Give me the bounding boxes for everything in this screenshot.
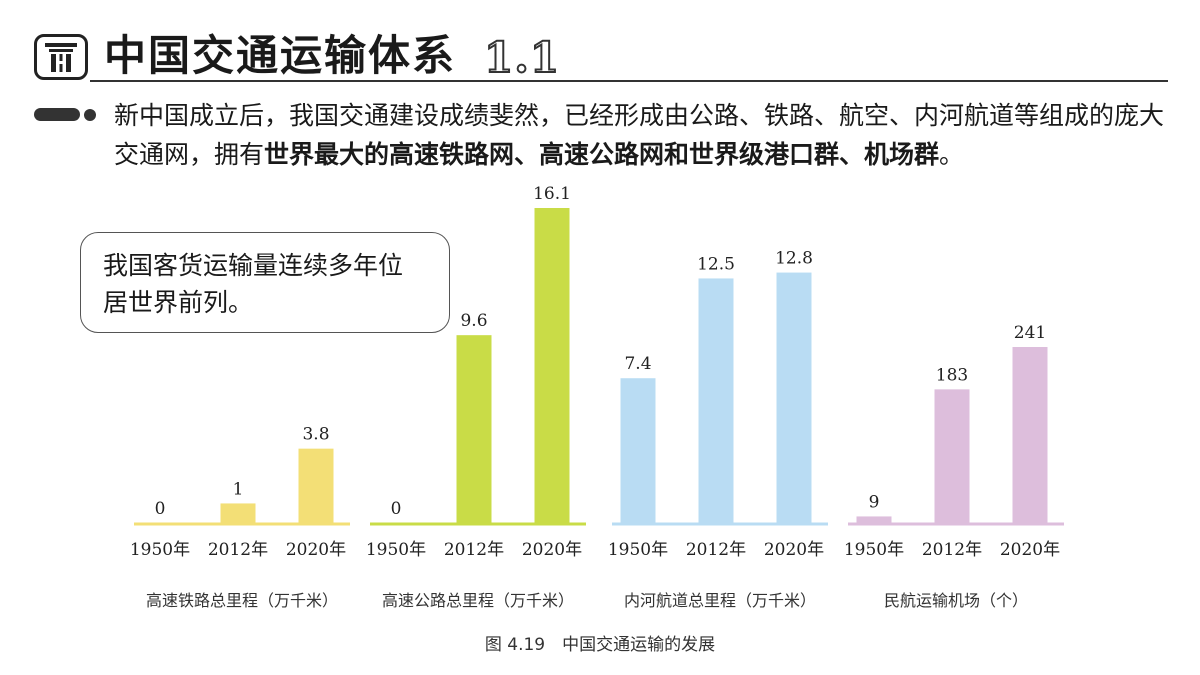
bullet-pill-icon (34, 108, 80, 121)
chart-tick-label: 2020年 (522, 540, 582, 560)
chart-tick-label: 1950年 (608, 540, 668, 560)
chart-bar (220, 503, 256, 523)
chart-bar (698, 278, 734, 523)
chart-data-label: 183 (936, 365, 968, 385)
chart-tick-label: 2012年 (686, 540, 746, 560)
chart-bar (620, 378, 656, 523)
intro-paragraph: 新中国成立后，我国交通建设成绩斐然，已经形成由公路、铁路、航空、内河航道等组成的… (114, 96, 1174, 174)
callout-bubble: 我国客货运输量连续多年位居世界前列。 (80, 232, 450, 333)
chart-data-label: 9.6 (460, 311, 487, 331)
section-number: 1.1 (483, 33, 561, 83)
intro-bold-text: 世界最大的高速铁路网、高速公路网和世界级港口群、机场群 (264, 140, 940, 169)
chart-bar (856, 516, 892, 523)
chart-data-label: 9 (869, 492, 880, 512)
chart-data-label: 1 (233, 479, 244, 499)
chart-tick-label: 1950年 (844, 540, 904, 560)
intro-end: 。 (939, 140, 965, 169)
chart-bar (456, 335, 492, 523)
chart-bar (298, 448, 334, 523)
bullet-dot-icon (84, 109, 96, 121)
chart-tick-label: 2012年 (922, 540, 982, 560)
chart-bar (776, 272, 812, 523)
chart-title: 高速铁路总里程（万千米） (146, 591, 338, 610)
chart-data-label: 0 (391, 499, 402, 519)
callout-text: 我国客货运输量连续多年位居世界前列。 (103, 251, 404, 317)
chart-bar (1012, 347, 1048, 523)
highway-icon (34, 34, 88, 80)
intro-text: 新中国成立后，我国交通建设成绩斐然，已经形成由公路、铁路、航空、内河航道等组成的… (114, 101, 1165, 169)
chart-data-label: 12.8 (775, 249, 813, 269)
chart-data-label: 7.4 (624, 354, 651, 374)
chart-tick-label: 2012年 (444, 540, 504, 560)
figure-caption: 图 4.19 中国交通运输的发展 (484, 635, 716, 655)
chart-bar (534, 208, 570, 523)
chart-data-label: 0 (155, 499, 166, 519)
chart-tick-label: 1950年 (366, 540, 426, 560)
chart-data-label: 16.1 (533, 184, 571, 204)
chart-data-label: 12.5 (697, 254, 735, 274)
chart-title: 民航运输机场（个） (884, 591, 1028, 610)
chart-title: 内河航道总里程（万千米） (624, 591, 816, 610)
chart-tick-label: 2020年 (286, 540, 346, 560)
chart-tick-label: 1950年 (130, 540, 190, 560)
chart-data-label: 241 (1014, 323, 1046, 343)
chart-title: 高速公路总里程（万千米） (382, 591, 574, 610)
header-divider (90, 80, 1168, 82)
chart-tick-label: 2020年 (1000, 540, 1060, 560)
chart-tick-label: 2020年 (764, 540, 824, 560)
header: 中国交通运输体系 1.1 (0, 0, 1200, 84)
chart-tick-label: 2012年 (208, 540, 268, 560)
chart-data-label: 3.8 (302, 425, 329, 445)
page-title: 中国交通运输体系 (104, 31, 457, 80)
chart-bar (934, 389, 970, 523)
